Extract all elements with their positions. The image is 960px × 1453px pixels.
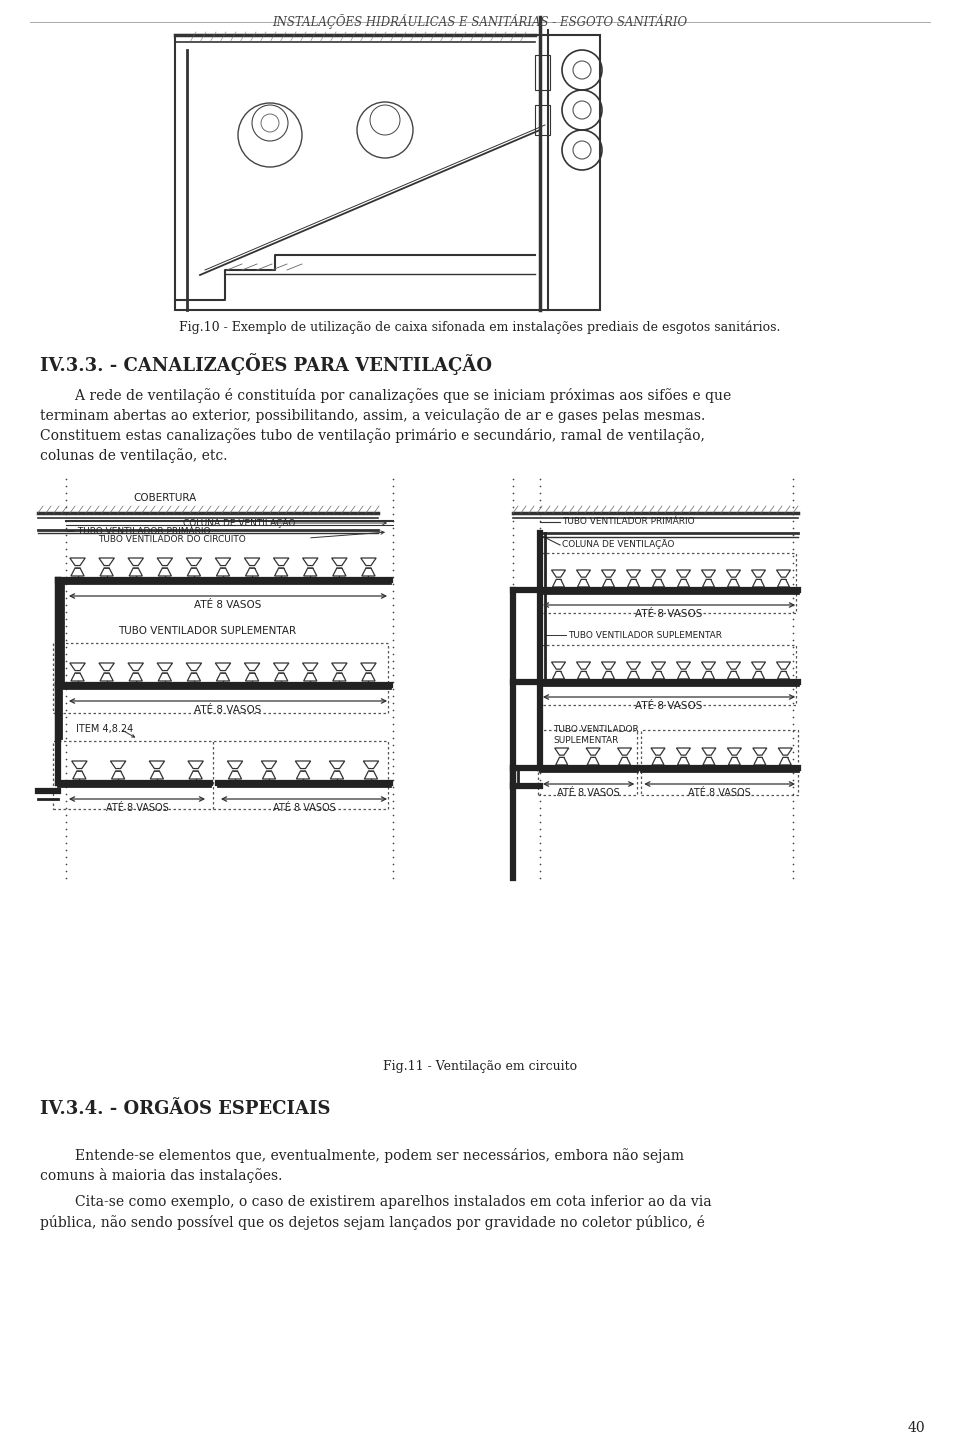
Text: COLUNA DE VENTILAÇÃO: COLUNA DE VENTILAÇÃO [183, 519, 296, 527]
Text: Fig.11 - Ventilação em circuito: Fig.11 - Ventilação em circuito [383, 1061, 577, 1072]
Bar [538, 729, 637, 795]
Text: TUBO VENTILADOR SUPLEMENTAR: TUBO VENTILADOR SUPLEMENTAR [568, 631, 722, 639]
Bar [53, 644, 388, 713]
Text: INSTALAÇÕES HIDRÁULICAS E SANITÁRIAS - ESGOTO SANITÁRIO: INSTALAÇÕES HIDRÁULICAS E SANITÁRIAS - E… [273, 15, 687, 29]
Text: terminam abertas ao exterior, possibilitando, assim, a veiculação de ar e gases : terminam abertas ao exterior, possibilit… [40, 408, 706, 423]
Bar [641, 729, 798, 795]
Text: IV.3.4. - ORGÃOS ESPECIAIS: IV.3.4. - ORGÃOS ESPECIAIS [40, 1100, 330, 1117]
Bar [53, 741, 388, 809]
Text: A rede de ventilação é constituída por canalizações que se iniciam próximas aos : A rede de ventilação é constituída por c… [40, 388, 732, 402]
Text: ITEM 4,8.24: ITEM 4,8.24 [76, 724, 133, 734]
Text: ATÉ 8 VASOS: ATÉ 8 VASOS [636, 700, 703, 711]
Text: Fig.10 - Exemplo de utilização de caixa sifonada em instalações prediais de esgo: Fig.10 - Exemplo de utilização de caixa … [180, 320, 780, 334]
Text: ATÉ 8 VASOS: ATÉ 8 VASOS [273, 804, 335, 814]
Text: ATÉ 8 VASOS: ATÉ 8 VASOS [557, 788, 620, 798]
Text: Cita-se como exemplo, o caso de existirem aparelhos instalados em cota inferior : Cita-se como exemplo, o caso de existire… [40, 1194, 711, 1209]
Bar [535, 105, 550, 135]
Text: TUBO VENTILADOR PRIMÁRIO: TUBO VENTILADOR PRIMÁRIO [562, 517, 695, 526]
Text: Constituem estas canalizações tubo de ventilação primário e secundário, ramal de: Constituem estas canalizações tubo de ve… [40, 429, 705, 443]
Text: Entende-se elementos que, eventualmente, podem ser necessários, embora não sejam: Entende-se elementos que, eventualmente,… [40, 1148, 684, 1162]
Text: ATÉ 8 VASOS: ATÉ 8 VASOS [106, 804, 168, 814]
Text: colunas de ventilação, etc.: colunas de ventilação, etc. [40, 448, 228, 464]
Text: ATÉ 8 VASOS: ATÉ 8 VASOS [194, 600, 262, 610]
Text: ATÉ 8 VASOS: ATÉ 8 VASOS [636, 609, 703, 619]
Bar [175, 35, 600, 309]
Text: IV.3.3. - CANALIZAÇÕES PARA VENTILAÇÃO: IV.3.3. - CANALIZAÇÕES PARA VENTILAÇÃO [40, 353, 492, 375]
Text: ATÉ 8 VASOS: ATÉ 8 VASOS [194, 705, 262, 715]
Text: COLUNA DE VENTILAÇÃO: COLUNA DE VENTILAÇÃO [562, 539, 674, 549]
Text: TUBO VENTILADOR
SUPLEMENTAR: TUBO VENTILADOR SUPLEMENTAR [553, 725, 638, 745]
Text: TUBO VENTILADOR DO CIRCUITO: TUBO VENTILADOR DO CIRCUITO [98, 535, 246, 543]
Circle shape [370, 105, 400, 135]
Bar [538, 645, 796, 705]
Text: — TUBO VENTILADOR PRIMÁRIO: — TUBO VENTILADOR PRIMÁRIO [66, 526, 210, 536]
Bar [535, 55, 550, 90]
Text: TUBO VENTILADOR SUPLEMENTAR: TUBO VENTILADOR SUPLEMENTAR [118, 626, 296, 636]
Circle shape [252, 105, 288, 141]
Text: COBERTURA: COBERTURA [133, 493, 196, 503]
Bar [538, 554, 796, 613]
Text: 40: 40 [907, 1421, 925, 1436]
Text: comuns à maioria das instalações.: comuns à maioria das instalações. [40, 1168, 282, 1183]
Text: ATÉ 8 VASOS: ATÉ 8 VASOS [688, 788, 751, 798]
Text: pública, não sendo possível que os dejetos sejam lançados por gravidade no colet: pública, não sendo possível que os dejet… [40, 1215, 705, 1231]
